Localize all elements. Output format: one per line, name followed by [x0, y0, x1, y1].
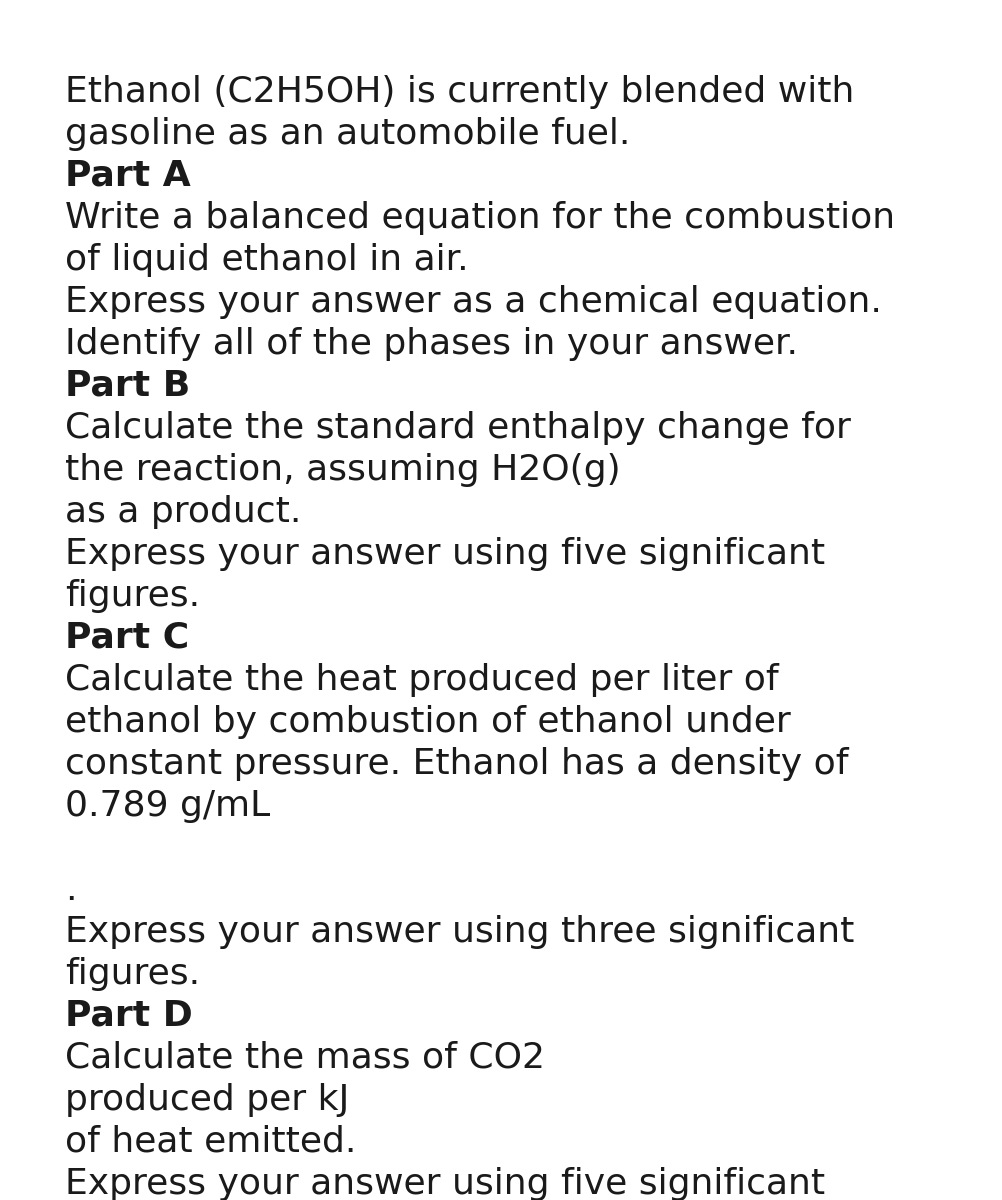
Text: ethanol by combustion of ethanol under: ethanol by combustion of ethanol under	[65, 704, 791, 739]
Text: Part B: Part B	[65, 370, 190, 403]
Text: Ethanol (C2H5OH) is currently blended with: Ethanol (C2H5OH) is currently blended wi…	[65, 74, 855, 109]
Text: produced per kJ: produced per kJ	[65, 1082, 350, 1117]
Text: of heat emitted.: of heat emitted.	[65, 1126, 357, 1159]
Text: Part C: Part C	[65, 622, 189, 655]
Text: Calculate the standard enthalpy change for: Calculate the standard enthalpy change f…	[65, 410, 851, 445]
Text: Identify all of the phases in your answer.: Identify all of the phases in your answe…	[65, 326, 798, 361]
Text: .: .	[65, 874, 76, 907]
Text: the reaction, assuming H2O(g): the reaction, assuming H2O(g)	[65, 452, 620, 487]
Text: of liquid ethanol in air.: of liquid ethanol in air.	[65, 242, 469, 277]
Text: constant pressure. Ethanol has a density of: constant pressure. Ethanol has a density…	[65, 746, 849, 781]
Text: Part D: Part D	[65, 998, 192, 1033]
Text: 0.789 g/mL: 0.789 g/mL	[65, 790, 271, 823]
Text: as a product.: as a product.	[65, 494, 302, 529]
Text: figures.: figures.	[65, 578, 200, 613]
Text: Express your answer using three significant: Express your answer using three signific…	[65, 914, 855, 949]
Text: Calculate the heat produced per liter of: Calculate the heat produced per liter of	[65, 662, 779, 697]
Text: gasoline as an automobile fuel.: gasoline as an automobile fuel.	[65, 116, 630, 151]
Text: Express your answer using five significant: Express your answer using five significa…	[65, 1166, 825, 1200]
Text: Express your answer using five significant: Express your answer using five significa…	[65, 538, 825, 571]
Text: Calculate the mass of CO2: Calculate the mass of CO2	[65, 1040, 545, 1075]
Text: figures.: figures.	[65, 958, 200, 991]
Text: Express your answer as a chemical equation.: Express your answer as a chemical equati…	[65, 284, 882, 319]
Text: Part A: Part A	[65, 158, 190, 193]
Text: Write a balanced equation for the combustion: Write a balanced equation for the combus…	[65, 200, 895, 235]
